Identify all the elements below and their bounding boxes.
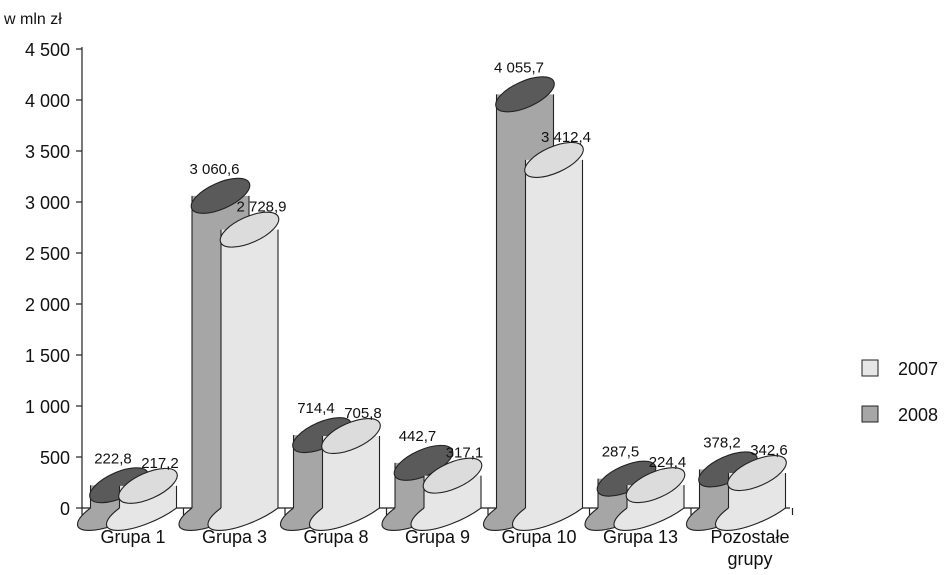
- bar-2007-top: [727, 455, 787, 492]
- data-label-2008: 4 055,7: [494, 59, 544, 76]
- y-tick-label: 1 000: [25, 397, 70, 417]
- bar-2007-top: [422, 457, 483, 494]
- y-tick-label: 3 000: [25, 193, 70, 213]
- bar-2008-top: [393, 444, 454, 481]
- data-label-2007: 3 412,4: [541, 129, 591, 146]
- axes: 0 500 1 000 1 500 2 000 2 500 3 000 3 500 4 000 4…: [25, 40, 794, 569]
- bar-2007-bottom: [105, 507, 177, 531]
- bar-2007: [613, 467, 686, 531]
- data-label-2007: 705,8: [344, 405, 382, 422]
- x-category-label: Grupa 9: [405, 527, 470, 547]
- y-tick-label: 4 000: [25, 91, 70, 111]
- bar-2007-body: [322, 436, 380, 508]
- data-label-2008: 3 060,6: [189, 161, 239, 178]
- bar-2007-bottom: [613, 507, 685, 531]
- y-tick-label: 2 000: [25, 295, 70, 315]
- bar-2007-body: [525, 159, 583, 509]
- x-category-label: Grupa 8: [303, 527, 368, 547]
- bar-2007-bottom: [410, 507, 482, 531]
- bars: [76, 76, 787, 531]
- bar-2007-bottom: [714, 507, 786, 531]
- legend-swatch-2007: [861, 359, 879, 377]
- bar-2007-top: [219, 211, 280, 248]
- data-label-2007: 217,2: [141, 455, 179, 472]
- y-tick-label: 2 500: [25, 244, 70, 264]
- bar-2008-top: [495, 76, 555, 113]
- bar-2007: [308, 417, 381, 531]
- data-label-2008: 222,8: [94, 450, 132, 467]
- y-tick-label: 3 500: [25, 142, 70, 162]
- data-label-2007: 342,6: [750, 442, 788, 459]
- legend-swatch-2008: [861, 405, 879, 423]
- x-category-label: Grupa 1: [100, 527, 165, 547]
- y-tick-label: 0: [60, 499, 70, 519]
- bar-2007: [714, 455, 787, 531]
- legend-label-2007: 2007: [898, 359, 938, 379]
- data-label-2007: 224,4: [649, 454, 687, 471]
- x-category-label: grupy: [727, 549, 772, 569]
- x-category-label: Grupa 3: [202, 527, 267, 547]
- data-label-2008: 287,5: [602, 444, 640, 461]
- bar-2007-body: [221, 229, 278, 508]
- bar-2007: [207, 211, 280, 531]
- bar-2007-top: [625, 467, 686, 504]
- bar-2007: [511, 141, 584, 531]
- bar-2007-top: [524, 141, 584, 178]
- bar-2008-top: [190, 177, 251, 214]
- legend: 2007 2008: [861, 359, 938, 425]
- data-label-2008: 378,2: [703, 434, 741, 451]
- x-category-label: Pozostałe: [710, 527, 789, 547]
- y-unit-label: w mln zł: [3, 11, 62, 28]
- bar-2007-bottom: [207, 507, 279, 531]
- data-label-2008: 714,4: [297, 400, 335, 417]
- y-tick-label: 500: [40, 448, 70, 468]
- y-tick-label: 1 500: [25, 346, 70, 366]
- y-tick-label: 4 500: [25, 40, 70, 60]
- x-category-label: Grupa 10: [501, 527, 576, 547]
- bar-2007-top: [118, 467, 178, 504]
- bar-2007-bottom: [511, 507, 583, 531]
- bar-2007-bottom: [308, 507, 380, 531]
- x-category-label: Grupa 13: [603, 527, 678, 547]
- data-label-2007: 2 728,9: [236, 199, 286, 216]
- bar-2007: [105, 467, 178, 531]
- data-labels: 222,8 217,2 3 060,6 2 728,9 714,4 705,8 442,7 3…: [94, 59, 788, 472]
- data-label-2008: 442,7: [399, 428, 437, 445]
- bar-2007-top: [321, 417, 381, 455]
- bar-2007: [410, 457, 483, 531]
- data-label-2007: 317,1: [446, 445, 484, 462]
- legend-label-2008: 2008: [898, 405, 938, 425]
